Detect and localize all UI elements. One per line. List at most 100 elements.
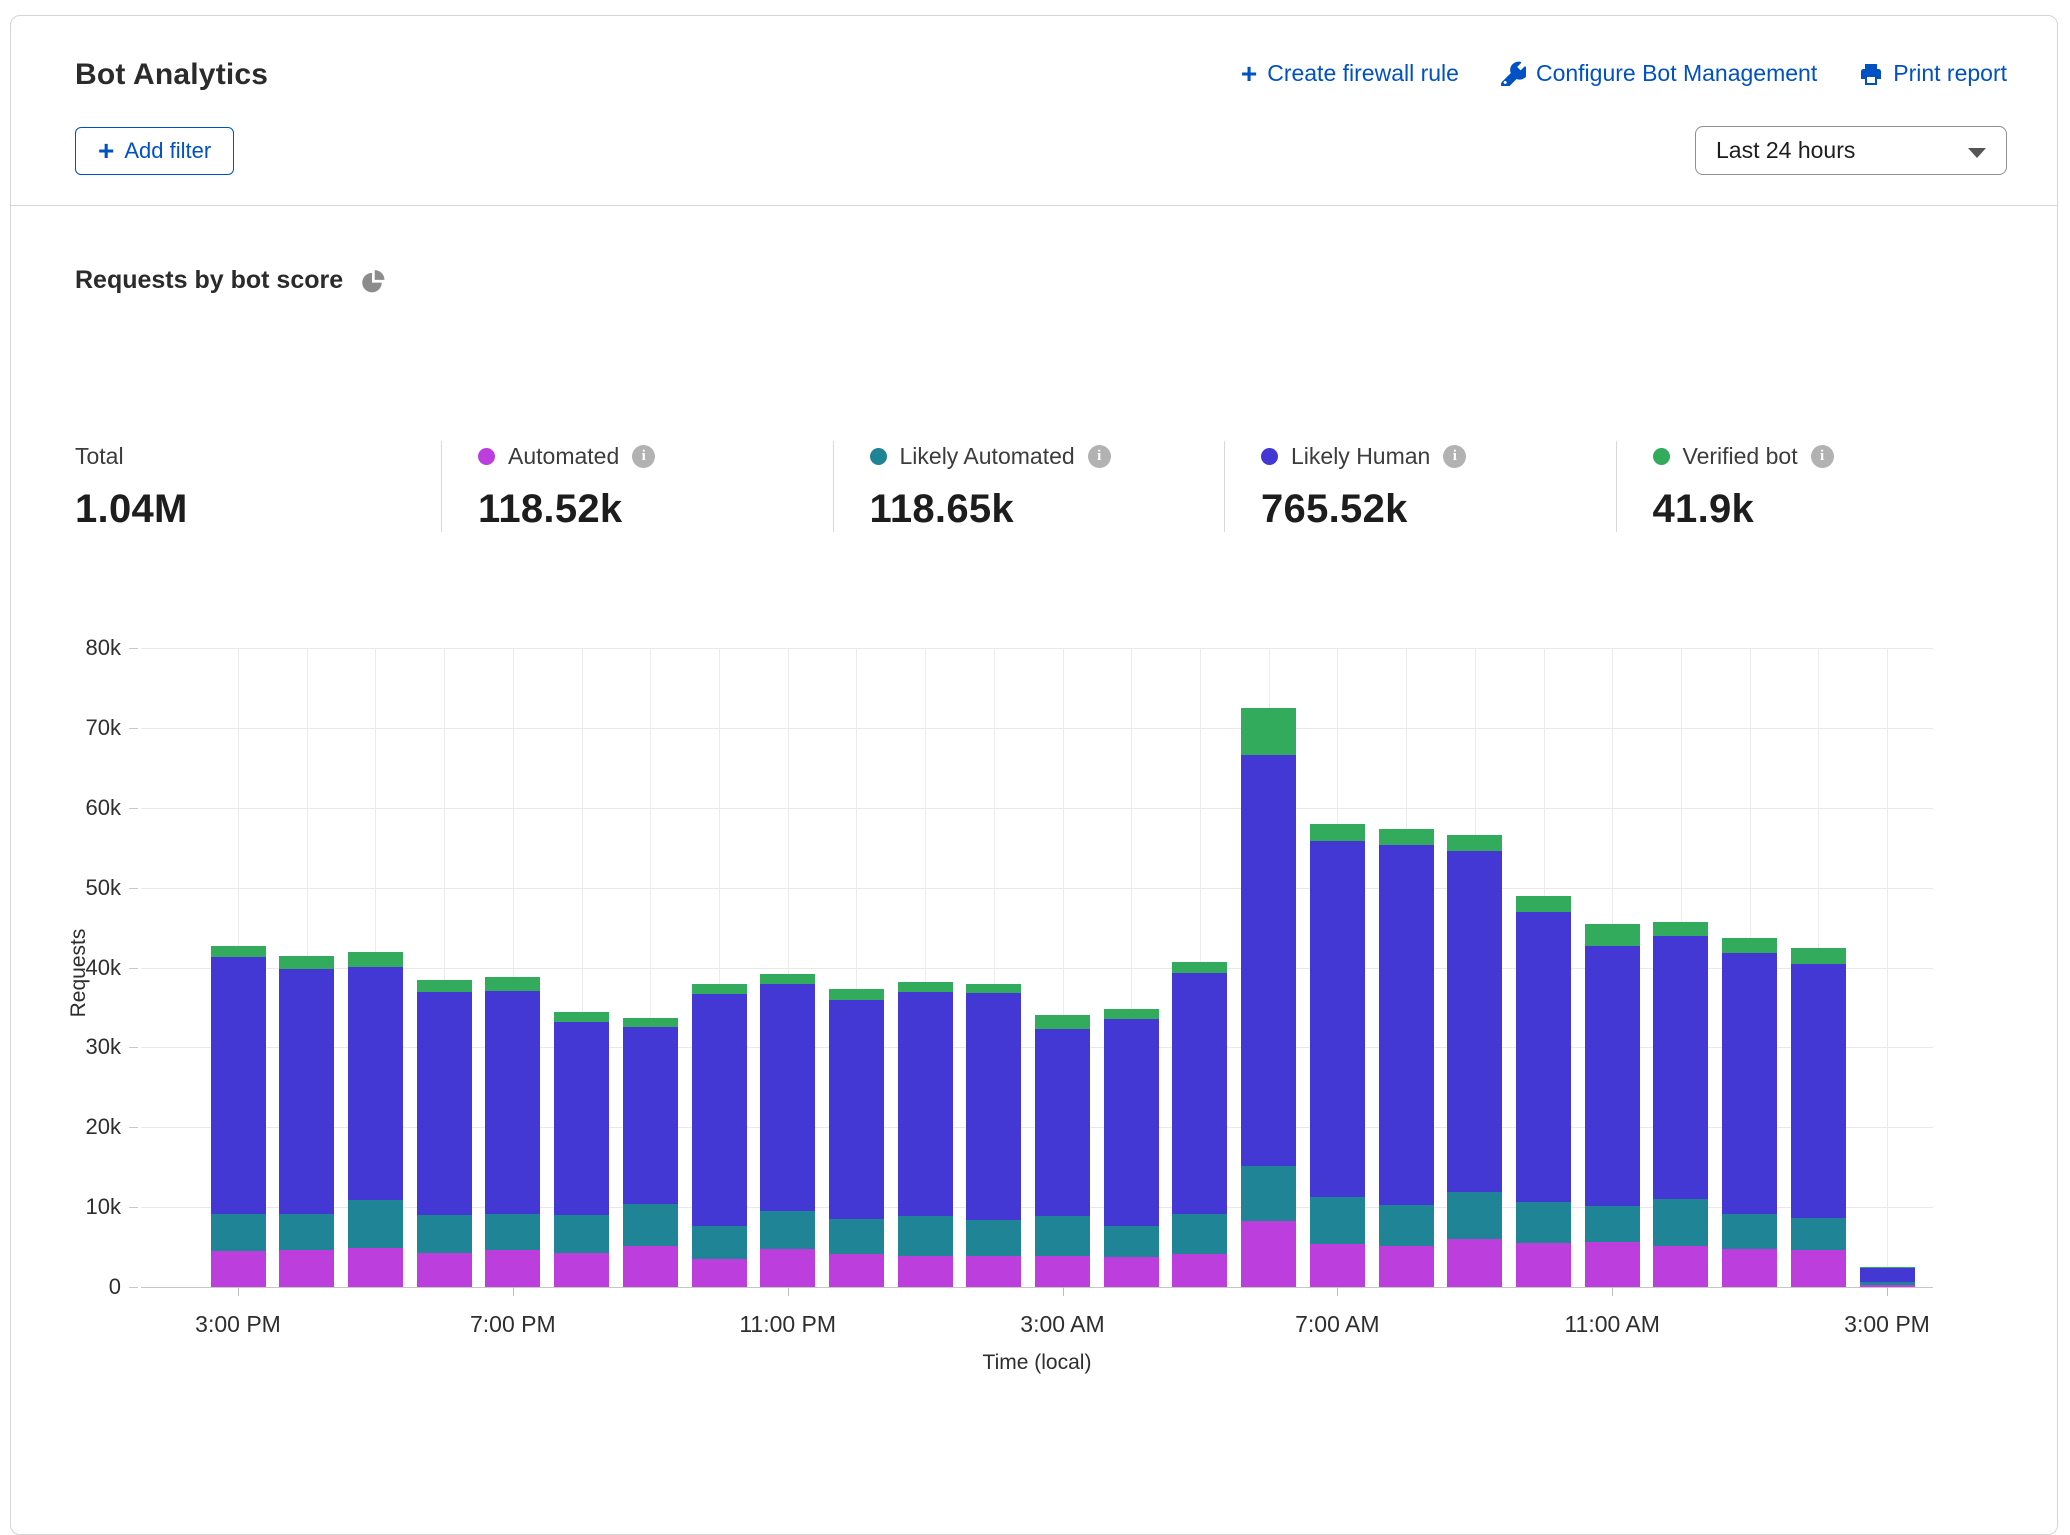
bar-segment-automated[interactable] (1791, 1250, 1846, 1287)
bar-segment-automated[interactable] (1516, 1243, 1571, 1287)
bar-segment-automated[interactable] (829, 1254, 884, 1287)
bar-segment-likely-human[interactable] (898, 992, 953, 1216)
bar-segment-likely-human[interactable] (829, 1000, 884, 1219)
bar-segment-verified-bot[interactable] (829, 989, 884, 1000)
bar-segment-likely-human[interactable] (1585, 946, 1640, 1206)
bar-segment-likely-automated[interactable] (898, 1216, 953, 1257)
bar-segment-automated[interactable] (623, 1246, 678, 1288)
bar-segment-likely-automated[interactable] (1104, 1226, 1159, 1257)
bar-segment-verified-bot[interactable] (1791, 948, 1846, 964)
bar-segment-automated[interactable] (966, 1256, 1021, 1287)
print-report-link[interactable]: Print report (1859, 60, 2007, 87)
bar-segment-likely-automated[interactable] (1860, 1282, 1915, 1285)
bar-segment-likely-human[interactable] (1172, 973, 1227, 1213)
bar-segment-likely-automated[interactable] (279, 1214, 334, 1250)
bar-segment-likely-human[interactable] (1447, 851, 1502, 1192)
bar-segment-likely-automated[interactable] (966, 1220, 1021, 1256)
bar-segment-likely-automated[interactable] (1035, 1216, 1090, 1256)
bar-segment-automated[interactable] (760, 1249, 815, 1287)
bar-segment-verified-bot[interactable] (1241, 708, 1296, 755)
bar-segment-automated[interactable] (554, 1253, 609, 1287)
bar-segment-verified-bot[interactable] (485, 977, 540, 991)
time-range-select[interactable]: Last 24 hours (1695, 126, 2007, 175)
bar-segment-verified-bot[interactable] (279, 956, 334, 969)
bar-segment-likely-human[interactable] (1104, 1019, 1159, 1227)
bar-segment-likely-automated[interactable] (348, 1200, 403, 1248)
bar-segment-automated[interactable] (417, 1253, 472, 1287)
bar-segment-likely-automated[interactable] (1379, 1205, 1434, 1246)
bar-segment-verified-bot[interactable] (966, 984, 1021, 994)
bar-segment-likely-automated[interactable] (1310, 1197, 1365, 1244)
bar-segment-likely-automated[interactable] (417, 1215, 472, 1253)
bar-segment-verified-bot[interactable] (898, 982, 953, 992)
bar-segment-verified-bot[interactable] (1172, 962, 1227, 973)
bar-segment-verified-bot[interactable] (1379, 829, 1434, 844)
create-firewall-rule-link[interactable]: + Create firewall rule (1241, 60, 1459, 87)
bar-segment-likely-automated[interactable] (623, 1204, 678, 1246)
bar-segment-likely-automated[interactable] (1516, 1202, 1571, 1243)
bar-segment-likely-automated[interactable] (692, 1226, 747, 1260)
bar-segment-likely-human[interactable] (692, 994, 747, 1226)
bar-segment-likely-human[interactable] (211, 957, 266, 1214)
bar-segment-automated[interactable] (211, 1251, 266, 1287)
bar-segment-verified-bot[interactable] (417, 980, 472, 992)
configure-bot-management-link[interactable]: Configure Bot Management (1501, 60, 1817, 87)
bar-segment-automated[interactable] (1035, 1256, 1090, 1287)
bar-segment-likely-human[interactable] (417, 992, 472, 1215)
bar-segment-verified-bot[interactable] (1310, 824, 1365, 841)
bar-segment-verified-bot[interactable] (1653, 922, 1708, 936)
bar-segment-verified-bot[interactable] (1516, 896, 1571, 913)
bar-segment-automated[interactable] (898, 1256, 953, 1287)
add-filter-button[interactable]: + Add filter (75, 127, 234, 175)
bar-segment-likely-human[interactable] (1860, 1268, 1915, 1282)
bar-segment-likely-automated[interactable] (1241, 1166, 1296, 1220)
bar-segment-verified-bot[interactable] (1860, 1267, 1915, 1268)
bar-segment-verified-bot[interactable] (1447, 835, 1502, 851)
bar-segment-likely-automated[interactable] (1585, 1206, 1640, 1241)
bar-segment-verified-bot[interactable] (760, 974, 815, 984)
bar-segment-verified-bot[interactable] (692, 984, 747, 994)
bar-segment-verified-bot[interactable] (348, 952, 403, 966)
bar-segment-automated[interactable] (1722, 1249, 1777, 1287)
bar-segment-verified-bot[interactable] (623, 1018, 678, 1028)
bar-segment-likely-automated[interactable] (1172, 1214, 1227, 1254)
bar-segment-automated[interactable] (1241, 1221, 1296, 1287)
bar-segment-automated[interactable] (1104, 1257, 1159, 1287)
bar-segment-automated[interactable] (348, 1248, 403, 1287)
info-icon[interactable]: i (1811, 445, 1834, 468)
bar-segment-automated[interactable] (1310, 1244, 1365, 1287)
bar-segment-likely-automated[interactable] (554, 1215, 609, 1253)
bar-segment-verified-bot[interactable] (1104, 1009, 1159, 1019)
bar-segment-likely-human[interactable] (1722, 953, 1777, 1215)
bar-segment-automated[interactable] (1585, 1242, 1640, 1288)
bar-segment-likely-automated[interactable] (1653, 1199, 1708, 1246)
bar-segment-verified-bot[interactable] (211, 946, 266, 957)
bar-segment-likely-automated[interactable] (485, 1214, 540, 1250)
bar-segment-likely-automated[interactable] (211, 1214, 266, 1251)
info-icon[interactable]: i (632, 445, 655, 468)
bar-segment-likely-automated[interactable] (1447, 1192, 1502, 1239)
bar-segment-likely-human[interactable] (623, 1027, 678, 1204)
bar-segment-automated[interactable] (1447, 1239, 1502, 1287)
bar-segment-likely-automated[interactable] (760, 1211, 815, 1249)
info-icon[interactable]: i (1088, 445, 1111, 468)
bar-segment-likely-human[interactable] (1241, 755, 1296, 1166)
bar-segment-likely-human[interactable] (348, 967, 403, 1200)
bar-segment-automated[interactable] (1172, 1254, 1227, 1288)
bar-segment-likely-human[interactable] (1379, 845, 1434, 1205)
bar-segment-likely-human[interactable] (1653, 936, 1708, 1200)
bar-segment-likely-human[interactable] (1035, 1029, 1090, 1216)
bar-segment-likely-automated[interactable] (1791, 1218, 1846, 1250)
bar-segment-automated[interactable] (692, 1259, 747, 1287)
bar-segment-likely-human[interactable] (485, 991, 540, 1215)
bar-segment-likely-human[interactable] (1310, 841, 1365, 1197)
bar-segment-automated[interactable] (1379, 1246, 1434, 1288)
bar-segment-likely-human[interactable] (1516, 912, 1571, 1202)
bar-segment-likely-automated[interactable] (829, 1219, 884, 1254)
bar-segment-automated[interactable] (1653, 1246, 1708, 1287)
bar-segment-verified-bot[interactable] (1035, 1015, 1090, 1029)
bar-segment-verified-bot[interactable] (1722, 938, 1777, 952)
bar-segment-likely-human[interactable] (279, 969, 334, 1213)
bar-segment-verified-bot[interactable] (1585, 924, 1640, 946)
bar-segment-automated[interactable] (485, 1250, 540, 1287)
